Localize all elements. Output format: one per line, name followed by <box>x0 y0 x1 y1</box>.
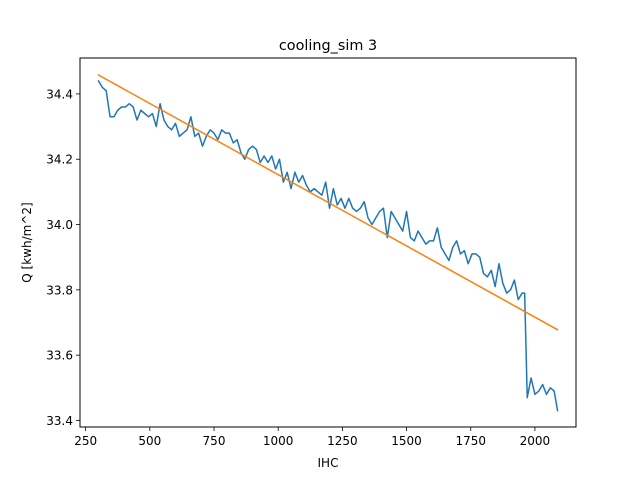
series-line-fit <box>97 73 559 331</box>
y-tick-label: 34.4 <box>46 87 73 101</box>
y-tick-label: 33.6 <box>46 349 73 363</box>
y-tick-label: 34.2 <box>46 153 73 167</box>
series-line-data <box>97 79 559 412</box>
x-tick-label: 1250 <box>327 434 358 448</box>
x-tick-label: 1750 <box>455 434 486 448</box>
chart-title: cooling_sim 3 <box>279 38 377 54</box>
y-tick-label: 34.0 <box>46 218 73 232</box>
x-tick-label: 1000 <box>263 434 294 448</box>
y-tick-label: 33.4 <box>46 414 73 428</box>
x-tick-label: 250 <box>74 434 97 448</box>
axes-frame <box>79 57 577 428</box>
x-tick-label: 750 <box>203 434 226 448</box>
x-tick-label: 1500 <box>391 434 422 448</box>
x-tick-label: 500 <box>138 434 161 448</box>
y-axis-label: Q [kwh/m^2] <box>20 202 34 282</box>
y-tick-label: 33.8 <box>46 283 73 297</box>
plot-area <box>97 73 559 412</box>
x-tick-label: 2000 <box>520 434 551 448</box>
x-axis-ticks: 250 500 750 1000 1250 1500 1750 2000 <box>74 427 550 448</box>
y-axis-ticks: 33.4 33.6 33.8 34.0 34.2 34.4 <box>46 87 80 428</box>
x-axis-label: IHC <box>318 456 339 470</box>
